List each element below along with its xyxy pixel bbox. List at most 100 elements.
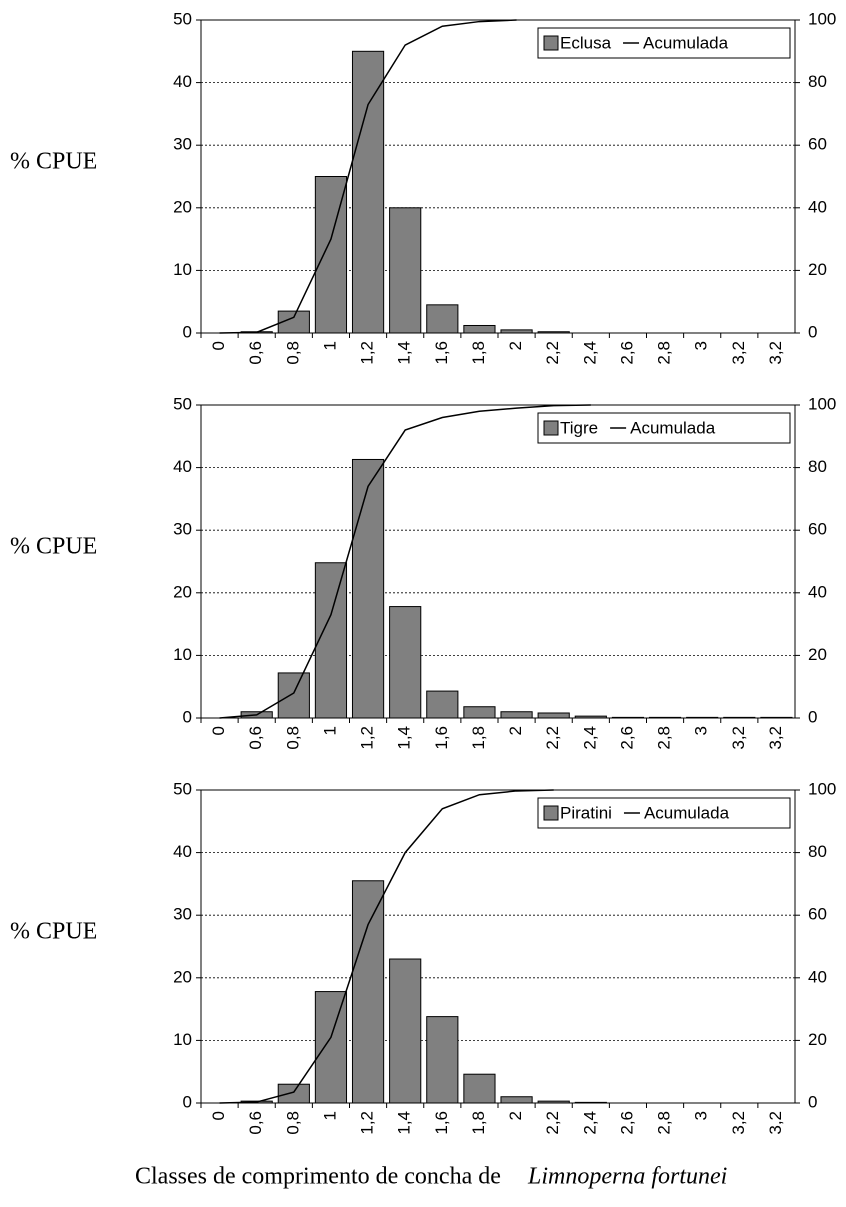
bar (277, 1083, 310, 1104)
bar (314, 991, 348, 1104)
x-tick-label: 0,8 (283, 726, 302, 750)
y-tick-label: 20 (173, 197, 192, 216)
legend-label: Acumulada (630, 418, 716, 437)
x-tick-label: 1,6 (432, 1111, 451, 1135)
y2-tick-label: 20 (808, 260, 827, 279)
x-tick-label: 1,2 (358, 1111, 377, 1135)
y2-tick-label: 60 (808, 905, 827, 924)
x-tick-label: 2 (506, 726, 525, 735)
legend-box (537, 412, 791, 444)
x-tick-label: 3,2 (766, 726, 785, 750)
y2-tick-label: 60 (808, 135, 827, 154)
x-tick-label: 2,8 (655, 1111, 674, 1135)
y2-tick-label: 40 (808, 967, 827, 986)
y-tick-label: 10 (173, 1030, 192, 1049)
y2-tick-label: 0 (808, 1092, 817, 1111)
bar (463, 706, 496, 719)
y-tick-label: 20 (173, 967, 192, 986)
x-tick-label: 1,6 (432, 341, 451, 365)
x-tick-label: 0,8 (283, 341, 302, 365)
y-tick-label: 0 (183, 707, 192, 726)
y2-tick-label: 100 (808, 9, 836, 28)
legend-box (537, 797, 791, 829)
y-tick-label: 0 (183, 322, 192, 341)
y-tick-label: 50 (173, 779, 192, 798)
y2-tick-label: 0 (808, 707, 817, 726)
y-tick-label: 40 (173, 457, 192, 476)
y2-tick-label: 40 (808, 197, 827, 216)
bar (426, 304, 459, 334)
bar (351, 880, 385, 1104)
y-tick-label: 20 (173, 582, 192, 601)
legend-label: Tigre (560, 418, 598, 437)
x-tick-label: 1,2 (358, 341, 377, 365)
x-tick-label: 2,8 (655, 726, 674, 750)
x-tick-label: 1,8 (469, 1111, 488, 1135)
y-tick-label: 40 (173, 72, 192, 91)
legend-label: Acumulada (643, 33, 729, 52)
y-tick-label: 30 (173, 520, 192, 539)
bar (351, 50, 385, 334)
y-axis-title: % CPUE (10, 919, 97, 945)
y-tick-label: 10 (173, 260, 192, 279)
x-tick-label: 2,4 (580, 341, 599, 365)
x-tick-label: 2,2 (543, 341, 562, 365)
bar (537, 712, 570, 719)
x-tick-label: 3 (692, 1111, 711, 1120)
x-tick-label: 1,4 (395, 341, 414, 365)
legend-label: Acumulada (644, 803, 730, 822)
y2-tick-label: 80 (808, 457, 827, 476)
cumulative-line (219, 789, 554, 1104)
x-tick-label: 0,6 (246, 341, 265, 365)
x-tick-label: 1,4 (395, 726, 414, 750)
bar (500, 1096, 533, 1104)
legend-swatch (543, 420, 559, 436)
cumulative-line (219, 404, 591, 719)
x-axis-title: Classes de comprimento de concha de (135, 1164, 501, 1190)
cumulative-line (219, 19, 517, 334)
y2-tick-label: 40 (808, 582, 827, 601)
x-tick-label: 2,4 (580, 1111, 599, 1135)
y2-tick-label: 80 (808, 72, 827, 91)
y-tick-label: 30 (173, 905, 192, 924)
x-tick-label: 2,2 (543, 1111, 562, 1135)
x-tick-label: 2 (506, 341, 525, 350)
bar (314, 562, 348, 719)
x-tick-label: 2,6 (617, 341, 636, 365)
y-tick-label: 10 (173, 645, 192, 664)
x-tick-label: 3,2 (766, 341, 785, 365)
x-tick-label: 0 (209, 341, 228, 350)
y2-tick-label: 80 (808, 842, 827, 861)
x-tick-label: 3,2 (729, 1111, 748, 1135)
legend-label: Eclusa (560, 33, 612, 52)
y-tick-label: 50 (173, 394, 192, 413)
x-tick-label: 2,4 (580, 726, 599, 750)
bar (463, 324, 496, 334)
x-tick-label: 3 (692, 726, 711, 735)
y-tick-label: 30 (173, 135, 192, 154)
bar (389, 958, 422, 1104)
x-tick-label: 2,6 (617, 726, 636, 750)
x-tick-label: 3,2 (729, 726, 748, 750)
x-tick-label: 1,6 (432, 726, 451, 750)
bar (426, 1016, 459, 1104)
y2-tick-label: 20 (808, 1030, 827, 1049)
x-tick-label: 1,4 (395, 1111, 414, 1135)
x-tick-label: 2,8 (655, 341, 674, 365)
y-tick-label: 40 (173, 842, 192, 861)
x-tick-label: 1,2 (358, 726, 377, 750)
legend-swatch (543, 35, 559, 51)
x-tick-label: 0,6 (246, 726, 265, 750)
y2-tick-label: 20 (808, 645, 827, 664)
legend-swatch (543, 805, 559, 821)
y-tick-label: 0 (183, 1092, 192, 1111)
bar (500, 711, 533, 719)
x-tick-label: 3,2 (729, 341, 748, 365)
y2-tick-label: 60 (808, 520, 827, 539)
y-axis-title: % CPUE (10, 534, 97, 560)
bar (463, 1073, 496, 1104)
x-tick-label: 1 (320, 1111, 339, 1120)
x-tick-label: 1 (320, 341, 339, 350)
legend-label: Piratini (560, 803, 612, 822)
